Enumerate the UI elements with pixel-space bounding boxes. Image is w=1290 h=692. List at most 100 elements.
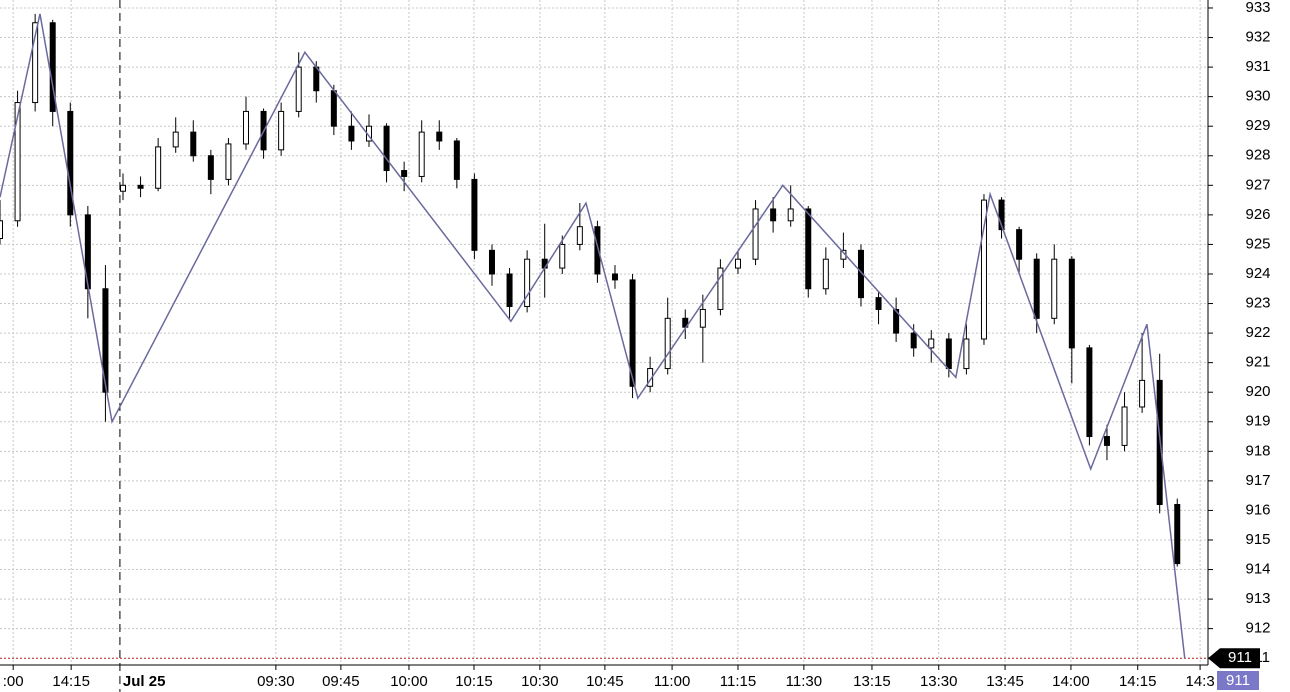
y-tick-label: 929 [1245,117,1270,134]
candle-body [945,338,952,370]
candle-body [488,249,495,275]
y-tick-label: 930 [1245,88,1270,105]
candle-body [32,22,39,104]
candle-body [49,22,56,112]
x-tick-label: 13:15 [853,673,891,690]
candle-body [348,125,355,142]
y-tick-label: 933 [1245,0,1270,16]
candle-body [295,66,302,112]
y-tick-label: 912 [1245,620,1270,637]
y-tick-label: 926 [1245,206,1270,223]
candle-body [207,155,214,180]
candle-body [910,332,917,349]
y-tick-label: 914 [1245,561,1270,578]
candle-body [137,184,144,189]
candle-body [770,208,777,222]
candle-body [664,317,671,370]
x-tick-label: 13:30 [920,673,958,690]
x-tick-label: 10:00 [390,673,428,690]
y-tick-label: 922 [1245,324,1270,341]
candle-body [805,208,812,290]
candle-body [980,199,987,340]
candle-body [576,226,583,245]
last-price-tag-label: 911 [1228,649,1252,666]
x-tick-label: 11:30 [786,673,822,690]
candle-body [0,220,3,240]
candle-body [471,178,478,251]
x-tick-label: 13:45 [986,673,1024,690]
x-tick-label: 14:3 [1185,673,1214,690]
candle-body [225,143,232,180]
candle-body [119,184,126,192]
x-tick-label: 09:45 [322,673,360,690]
y-tick-label: 931 [1245,58,1270,75]
candle-body [1174,504,1181,565]
candle-body [155,146,162,189]
candle-body [1033,258,1040,319]
y-tick-label: 917 [1245,472,1270,489]
candle-body [928,338,935,349]
candle-body [1086,347,1093,438]
x-tick-label: 14:15 [1119,673,1157,690]
x-tick-label: 10:45 [586,673,624,690]
candle-body [1016,229,1023,260]
candle-body [190,131,197,157]
session-label: Jul 25 [123,673,166,690]
candle-body [418,131,425,177]
x-tick-label: 09:30 [257,673,295,690]
y-tick-label: 927 [1245,176,1270,193]
candle-body [752,208,759,260]
candle-body [1139,379,1146,408]
candle-body [998,199,1005,231]
y-tick-label: 928 [1245,147,1270,164]
candle-body [172,131,179,148]
candle-body [734,258,741,269]
y-tick-label: 924 [1245,265,1270,282]
candle-body [611,273,618,281]
candle-body [278,110,285,151]
y-tick-label: 923 [1245,295,1270,312]
y-tick-label: 920 [1245,383,1270,400]
candle-body [506,273,513,307]
candle-body [102,288,109,393]
candle-body [787,208,794,222]
x-tick-label: 10:30 [521,673,559,690]
y-tick-label: 921 [1245,354,1270,371]
candle-body [14,102,21,222]
candle-body [963,338,970,370]
x-tick-label: 14:00 [1052,673,1090,690]
candle-body [242,110,249,145]
candle-body [1103,436,1110,446]
candle-body [1051,258,1058,319]
last-price-box [1217,671,1259,690]
y-tick-label: 919 [1245,413,1270,430]
candle-body [436,131,443,142]
candle-body [559,243,566,269]
candle-body [717,267,724,310]
x-tick-label: 14:15 [52,673,90,690]
last-price-tag [1208,648,1260,669]
x-tick-label: 10:15 [455,673,493,690]
candle-body [822,258,829,290]
candle-body [524,258,531,307]
y-tick-label: 918 [1245,442,1270,459]
candle-body [453,140,460,180]
candle-body [875,297,882,310]
candle-body [383,125,390,172]
y-tick-label: 925 [1245,235,1270,252]
candle-body [1121,406,1128,446]
candle-body [629,279,636,387]
y-tick-label: 915 [1245,531,1270,548]
candle-body [67,110,74,216]
y-tick-label: 916 [1245,501,1270,518]
candle-body [594,226,601,275]
candle-body [330,90,337,127]
x-tick-label: 11:15 [720,673,756,690]
y-tick-label: 932 [1245,29,1270,46]
zigzag-line [0,13,1186,659]
candle-body [1068,258,1075,349]
x-tick-label: 11:00 [654,673,690,690]
x-tick-label: :00 [3,673,24,690]
candle-body [401,170,408,177]
